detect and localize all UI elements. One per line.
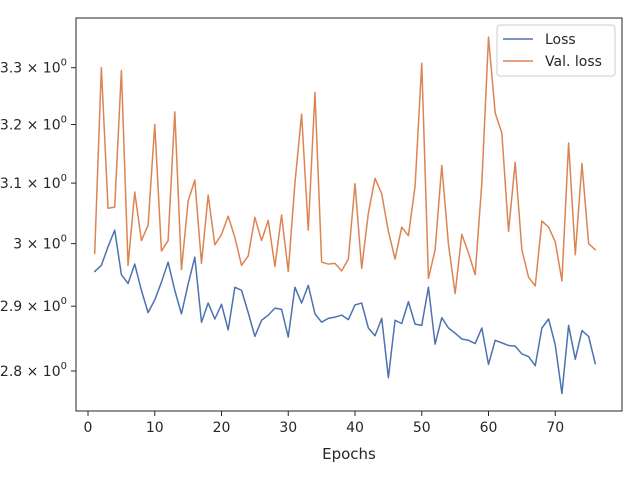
x-tick-label: 40 [346, 420, 364, 436]
series-line-val-loss [93, 36, 597, 295]
y-tick-label-base: 3 [13, 237, 22, 253]
y-tick-label: 2.9 × 100 [0, 296, 67, 315]
x-tick-label: 60 [480, 420, 498, 436]
x-tick-label: 20 [213, 420, 231, 436]
y-tick-label-exponent: 0 [61, 114, 67, 125]
y-tick-label: 2.8 × 100 [0, 361, 67, 380]
x-tick-label: 50 [413, 420, 431, 436]
plot-area [75, 17, 623, 412]
series-layer [93, 36, 597, 395]
series-line-loss [93, 229, 597, 395]
y-tick-label-exponent: 0 [61, 58, 67, 69]
y-tick-label-base: 2.8 [0, 364, 22, 380]
x-tick-label: 70 [546, 420, 564, 436]
y-tick-label-base: 3.3 [0, 61, 22, 77]
y-tick-label-exponent: 0 [61, 173, 67, 184]
x-axis-label: Epochs [322, 445, 376, 463]
y-axis: 2.8 × 100 2.9 × 100 3 × 100 3.1 × 100 3.2 × … [0, 58, 76, 380]
x-tick-label: 30 [279, 420, 297, 436]
y-tick-label: 3.3 × 100 [0, 58, 67, 77]
y-tick-label: 3.2 × 100 [0, 114, 67, 133]
legend-label: Val. loss [545, 54, 602, 70]
y-tick-label: 3.1 × 100 [0, 173, 67, 192]
legend-label: Loss [545, 32, 576, 48]
x-tick-label: 0 [84, 420, 93, 436]
legend: Loss Val. loss [496, 24, 616, 77]
x-axis: 0 10 20 30 40 50 60 70 [84, 411, 564, 436]
x-tick-label: 10 [146, 420, 164, 436]
y-tick-label: 3 × 100 [13, 234, 67, 253]
y-tick-label-base: 3.1 [0, 176, 22, 192]
legend-frame [496, 24, 616, 77]
y-tick-label-exponent: 0 [61, 361, 67, 372]
y-tick-label-base: 2.9 [0, 299, 22, 315]
y-tick-label-exponent: 0 [61, 296, 67, 307]
y-tick-label-base: 3.2 [0, 117, 22, 133]
y-tick-label-exponent: 0 [61, 234, 67, 245]
